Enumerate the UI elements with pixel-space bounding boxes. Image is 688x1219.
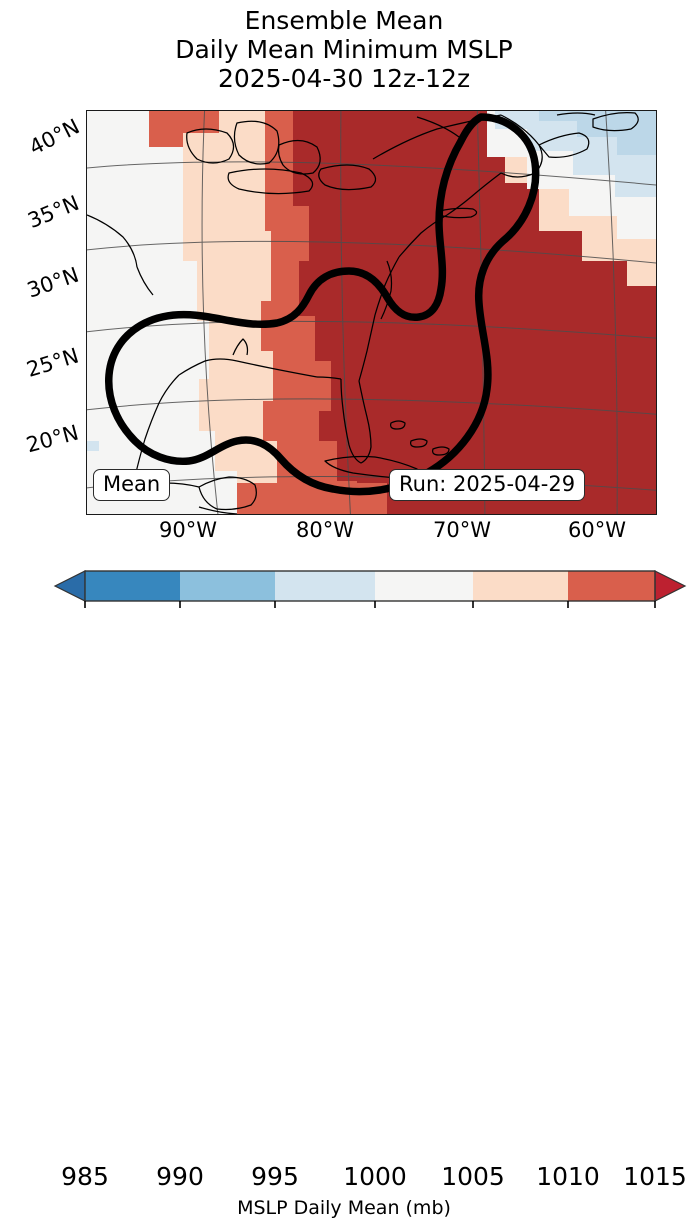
- lon-label-60: 60°W: [568, 518, 626, 542]
- lat-label-40: 40°N: [25, 114, 84, 160]
- lon-label-80: 80°W: [296, 518, 354, 542]
- fill-ne-990-995: [539, 111, 656, 155]
- title-line-1: Ensemble Mean: [244, 6, 444, 35]
- fill-topleft-red: [149, 111, 219, 147]
- colorbar-band-990-995: [180, 571, 275, 601]
- lat-label-35: 35°N: [24, 190, 83, 233]
- title-line-2: Daily Mean Minimum MSLP: [175, 35, 513, 64]
- map-plot-area: [86, 110, 657, 515]
- mean-annotation-box: Mean: [93, 469, 171, 501]
- colorbar-tick-1015: 1015: [623, 1162, 687, 1191]
- colorbar-tick-990: 990: [156, 1162, 204, 1191]
- colorbar-tick-985: 985: [61, 1162, 109, 1191]
- mslp-ensemble-figure: Ensemble Mean Daily Mean Minimum MSLP 20…: [0, 6, 688, 1219]
- run-annotation-label: Run: 2025-04-29: [399, 472, 576, 496]
- colorbar-svg: [53, 570, 687, 608]
- colorbar-band-985-990: [85, 571, 180, 601]
- colorbar-extend-high: [654, 570, 687, 602]
- colorbar-band-1000-1005: [375, 571, 473, 601]
- lat-label-20: 20°N: [23, 420, 82, 458]
- lat-label-30: 30°N: [24, 262, 82, 303]
- pressure-contour-line: [105, 113, 540, 496]
- colorbar-outline: [84, 570, 656, 602]
- colorbar-extend-low: [53, 570, 86, 602]
- colorbar-ticks: [84, 601, 656, 608]
- colorbar-band-1010-1015: [568, 571, 655, 601]
- colorbar-band-995-1000: [275, 571, 375, 601]
- colorbar-tick-995: 995: [251, 1162, 299, 1191]
- fill-bottom-red: [237, 483, 387, 514]
- colorbar-axis-label: MSLP Daily Mean (mb): [237, 1197, 451, 1219]
- page-title: Ensemble Mean Daily Mean Minimum MSLP 20…: [0, 6, 688, 93]
- lat-label-25: 25°N: [23, 343, 82, 382]
- mean-annotation-label: Mean: [103, 472, 161, 496]
- colorbar: 985 990 995 1000 1005 1010 1015 MSLP Dai…: [0, 560, 688, 1219]
- map-svg: [87, 111, 656, 514]
- colorbar-tick-1000: 1000: [343, 1162, 407, 1191]
- colorbar-band-1005-1010: [473, 571, 568, 601]
- run-annotation-box: Run: 2025-04-29: [389, 469, 586, 501]
- lon-label-90: 90°W: [159, 518, 217, 542]
- coastlines: [87, 112, 639, 514]
- lon-label-70: 70°W: [433, 518, 491, 542]
- title-line-3: 2025-04-30 12z-12z: [217, 64, 471, 93]
